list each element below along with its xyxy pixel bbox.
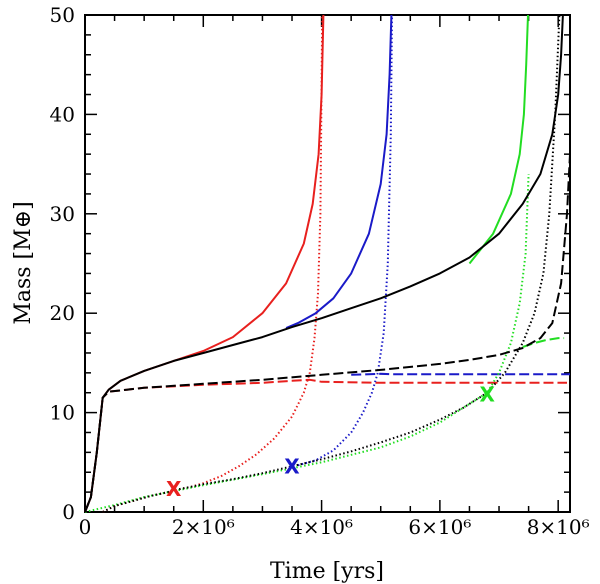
series-blue-core: [297, 14, 393, 467]
x-tick-label: 2×10⁶: [172, 515, 235, 539]
series-blue-total: [285, 14, 393, 330]
series-red-core: [102, 14, 324, 513]
x-tick-label: 0: [79, 515, 92, 539]
series-black-total: [84, 14, 564, 513]
markers-group: X X X: [166, 383, 495, 501]
series-black-envelope: [84, 154, 571, 513]
x-tick-label: 4×10⁶: [290, 515, 353, 539]
y-tick-label: 10: [50, 401, 75, 425]
series-blue-envelope: [351, 372, 570, 376]
y-tick-label: 20: [50, 301, 75, 325]
series-green-core: [84, 173, 530, 513]
x-axis-label: Time [yrs]: [270, 559, 384, 584]
marker-x: X: [166, 477, 182, 501]
marker-x: X: [479, 383, 495, 407]
x-tick-label: 8×10⁶: [527, 515, 590, 539]
plot-frame: [84, 14, 571, 513]
y-tick-label: 50: [50, 3, 75, 27]
series-black-core: [102, 14, 561, 513]
series-red-total: [84, 14, 325, 513]
series-green-total: [468, 14, 529, 265]
marker-x: X: [284, 454, 300, 478]
y-tick-label: 30: [50, 202, 75, 226]
y-axis-label: Mass [M⊕]: [11, 201, 36, 324]
y-tick-label: 40: [50, 102, 75, 126]
axis-ticks: [84, 14, 570, 513]
tick-labels: 0 2×10⁶ 4×10⁶ 6×10⁶ 8×10⁶ 0 10 20 30 40 50: [50, 3, 590, 539]
series-group: [84, 14, 571, 513]
x-tick-label: 6×10⁶: [408, 515, 471, 539]
y-tick-label: 0: [62, 500, 75, 524]
